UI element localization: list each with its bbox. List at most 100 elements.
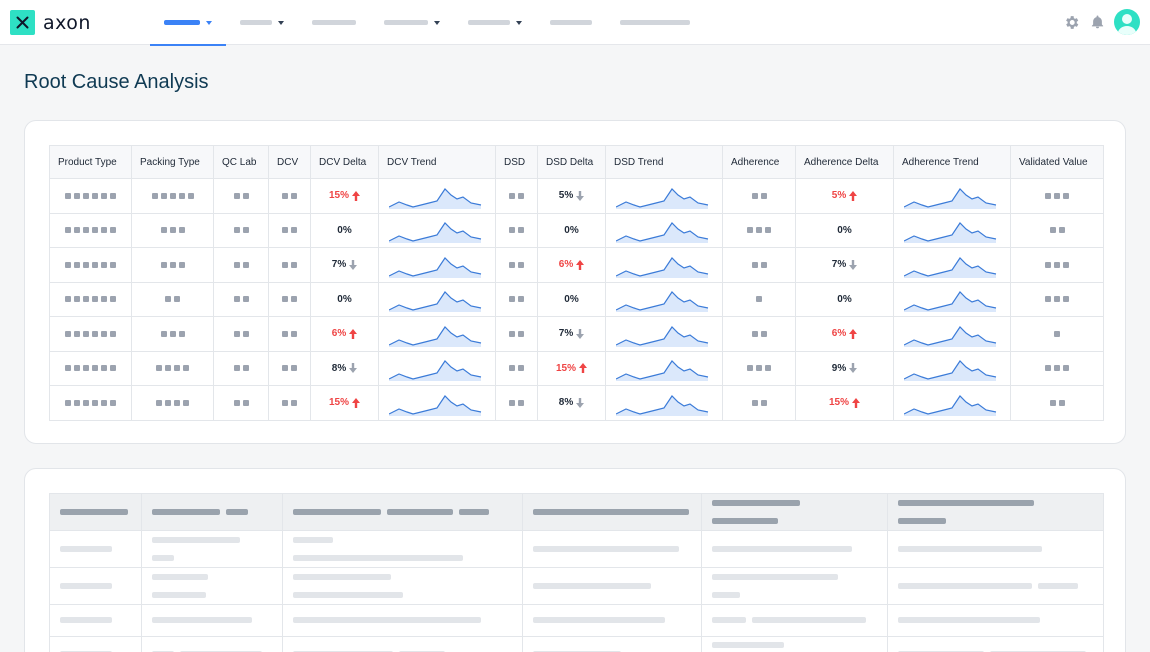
column-header[interactable]: Adherence Trend <box>893 145 1011 179</box>
nav-item-4[interactable] <box>370 0 454 45</box>
column-header[interactable]: Adherence Delta <box>795 145 894 179</box>
top-navbar: axon <box>0 0 1150 46</box>
column-header[interactable]: Adherence <box>722 145 796 179</box>
table-row[interactable]: 8% 15% 9% <box>49 350 1104 386</box>
loading-card <box>24 468 1126 652</box>
redacted-block <box>1063 365 1069 372</box>
redacted-value <box>160 227 185 234</box>
sparkline-line <box>389 187 482 208</box>
gear-icon[interactable] <box>1062 13 1080 31</box>
table-cell <box>893 350 1011 386</box>
table-cell <box>268 281 311 317</box>
redacted-block <box>65 261 71 268</box>
column-header[interactable]: QC Lab <box>213 145 269 179</box>
skeleton-bar <box>293 573 391 580</box>
delta-value: 0% <box>337 294 351 305</box>
user-avatar-icon[interactable] <box>1114 9 1140 35</box>
delta-text: 0% <box>564 293 579 305</box>
column-header[interactable]: Validated Value <box>1010 145 1104 179</box>
trend-sparkline <box>389 187 482 209</box>
arrow-down-icon <box>849 259 858 270</box>
table-cell: 15% <box>310 178 379 214</box>
nav-item-1[interactable] <box>150 0 226 46</box>
column-header[interactable]: Product Type <box>49 145 132 179</box>
redacted-block <box>747 365 753 372</box>
nav-item-7[interactable] <box>606 0 704 45</box>
sparkline-area <box>616 292 708 313</box>
skeleton-cell <box>282 530 523 568</box>
table-cell <box>378 281 496 317</box>
table-cell <box>268 247 311 283</box>
nav-item-5[interactable] <box>454 0 536 45</box>
redacted-block <box>151 192 158 199</box>
nav-item-label <box>620 20 690 25</box>
redacted-value <box>509 192 524 199</box>
column-header[interactable]: DSD Trend <box>605 145 723 179</box>
delta-value: 5% <box>558 190 585 202</box>
table-cell <box>1010 385 1104 421</box>
table-row[interactable]: 0% 0% 0% <box>49 281 1104 317</box>
column-header[interactable]: DCV Delta <box>310 145 379 179</box>
table-row[interactable]: 7% 6% 7% <box>49 247 1104 283</box>
table-row[interactable]: 15% 8% 15% <box>49 385 1104 421</box>
app-logo[interactable]: axon <box>10 10 91 35</box>
skeleton-cell <box>49 635 142 652</box>
table-row[interactable]: 15% 5% 5% <box>49 178 1104 214</box>
nav-item-2[interactable] <box>226 0 298 45</box>
skeleton-cell <box>701 635 888 652</box>
redacted-value <box>1049 399 1065 406</box>
skeleton-cell <box>522 567 702 605</box>
delta-value: 8% <box>332 363 358 374</box>
column-header[interactable]: DSD Delta <box>537 145 606 179</box>
column-header[interactable]: DCV Trend <box>378 145 496 179</box>
table-cell <box>1010 316 1104 352</box>
table-row[interactable]: 6% 7% 6% <box>49 316 1104 352</box>
delta-value: 5% <box>832 190 858 201</box>
delta-text: 9% <box>831 362 847 374</box>
skeleton-bar <box>712 573 838 580</box>
bell-icon[interactable] <box>1088 13 1106 31</box>
sparkline-line <box>904 325 997 346</box>
redacted-value <box>1045 296 1069 303</box>
chevron-down-icon <box>434 20 440 25</box>
redacted-block <box>509 192 515 199</box>
table-cell: 15% <box>537 350 606 386</box>
redacted-block <box>92 227 98 234</box>
redacted-block <box>509 365 515 372</box>
nav-item-3[interactable] <box>298 0 370 45</box>
skeleton-header-cell <box>49 493 142 531</box>
redacted-value <box>1045 261 1069 268</box>
nav-item-6[interactable] <box>536 0 606 45</box>
delta-value: 9% <box>831 362 858 374</box>
redacted-block <box>187 192 194 199</box>
redacted-block <box>83 365 89 372</box>
trend-sparkline <box>616 187 709 209</box>
redacted-block <box>83 261 89 268</box>
column-header[interactable]: Packing Type <box>131 145 214 179</box>
table-cell <box>722 212 796 248</box>
skeleton-header-cell <box>701 493 888 531</box>
table-cell <box>49 385 132 421</box>
redacted-block <box>233 296 240 303</box>
table-cell: 7% <box>795 247 894 283</box>
redacted-value <box>233 365 249 372</box>
skeleton-bar <box>293 536 333 543</box>
column-header[interactable]: DSD <box>495 145 538 179</box>
table-cell <box>213 281 269 317</box>
redacted-block <box>242 261 249 268</box>
column-header[interactable]: DCV <box>268 145 311 179</box>
skeleton-bar <box>898 517 946 524</box>
skeleton-bar <box>60 545 112 552</box>
redacted-value <box>509 399 524 406</box>
redacted-block <box>74 192 80 199</box>
redacted-block <box>760 261 767 268</box>
delta-text: 5% <box>558 190 574 202</box>
delta-text: 6% <box>558 259 574 271</box>
sparkline-area <box>389 223 481 244</box>
skeleton-cell <box>141 604 283 637</box>
redacted-block <box>509 261 515 268</box>
skeleton-row <box>49 567 1104 605</box>
table-cell <box>495 281 538 317</box>
table-row[interactable]: 0% 0% 0% <box>49 212 1104 248</box>
redacted-block <box>183 365 189 372</box>
